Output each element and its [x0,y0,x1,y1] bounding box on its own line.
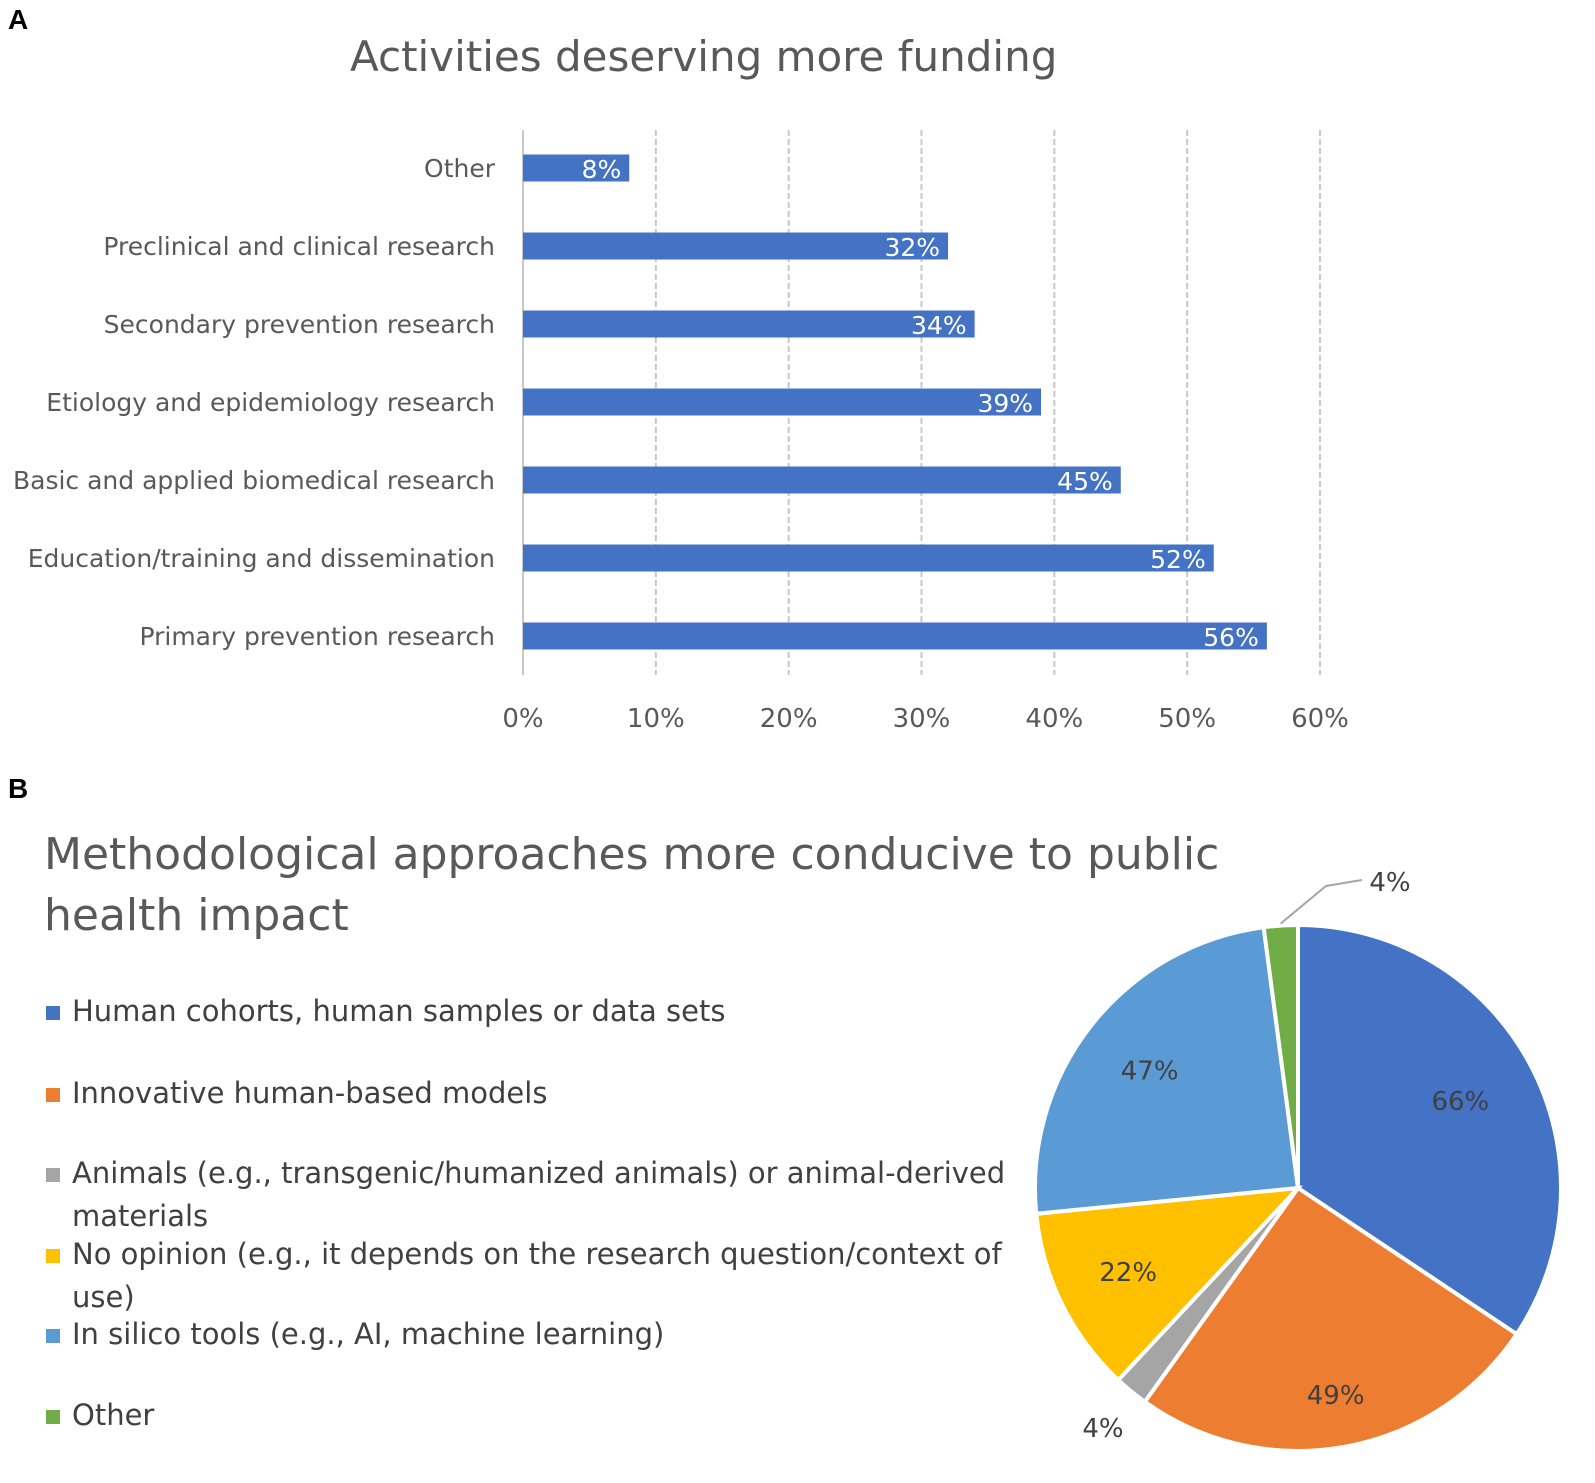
x-tick-label: 40% [1025,704,1083,734]
x-tick-label: 30% [893,704,951,734]
panel-label-b: B [8,773,29,804]
category-label: Education/training and dissemination [28,544,495,573]
x-tick-label: 60% [1291,704,1349,734]
legend-label: Animals (e.g., transgenic/humanized anim… [72,1156,1006,1233]
bar-value-label: 56% [1203,623,1259,652]
legend-swatch [46,1329,60,1343]
x-tick-label: 0% [502,704,543,734]
bar-chart: 0% 10% 20% 30% 40% 50% 60% Other 8% Preclinical a… [13,130,1349,734]
pie-value-label: 49% [1307,1381,1365,1411]
legend-label: No opinion (e.g., it depends on the rese… [72,1237,1002,1314]
legend-label: In silico tools (e.g., AI, machine learn… [72,1317,665,1351]
pie-slice [1115,1186,1300,1405]
pie-value-label: 66% [1431,1087,1489,1117]
legend-swatch [46,1249,60,1263]
legend-item: Animals (e.g., transgenic/humanized anim… [46,1152,1026,1238]
legend-item: No opinion (e.g., it depends on the rese… [46,1233,1026,1319]
bar [523,310,975,338]
bar-value-label: 32% [884,233,940,262]
bar-chart-title: Activities deserving more funding [350,32,1058,81]
bar-value-label: 34% [911,311,967,340]
legend-label: Human cohorts, human samples or data set… [72,994,726,1028]
category-label: Etiology and epidemiology research [46,388,495,417]
bar [523,544,1214,572]
category-label: Basic and applied biomedical research [13,466,495,495]
legend-item: Innovative human-based models [46,1072,1026,1115]
legend-item: In silico tools (e.g., AI, machine learn… [46,1313,1026,1356]
bar-value-label: 45% [1057,467,1113,496]
legend-label: Innovative human-based models [72,1076,548,1110]
bar-value-label: 39% [977,389,1033,418]
pie-slice [1034,1185,1304,1383]
pie-slice [1261,922,1300,1189]
legend-swatch [46,1006,60,1020]
category-label: Other [424,154,496,183]
x-tick-label: 50% [1158,704,1216,734]
category-label: Preclinical and clinical research [103,232,495,261]
legend-item: Other [46,1394,1026,1437]
bar-value-label: 52% [1150,545,1206,574]
pie-slice [1142,1185,1520,1453]
pie-value-label: 4% [1082,1414,1123,1444]
bar [523,466,1121,494]
category-label: Primary prevention research [139,622,495,651]
pie-value-label: 47% [1121,1056,1179,1086]
pie-slice [1033,925,1301,1216]
x-tick-label: 20% [760,704,818,734]
pie-value-label: 22% [1099,1258,1157,1288]
pie-chart-title: Methodological approaches more conducive… [44,829,1220,941]
legend-swatch [46,1088,60,1102]
bar [523,154,630,182]
bar-value-label: 8% [582,155,622,184]
legend-swatch [46,1168,60,1182]
pie-slice [1296,922,1563,1337]
category-label: Secondary prevention research [104,310,495,339]
bar [523,232,949,260]
x-tick-label: 10% [627,704,685,734]
bar [523,388,1042,416]
panel-label-a: A [8,4,29,35]
bar [523,622,1267,650]
legend-label: Other [72,1398,155,1432]
legend-swatch [46,1410,60,1424]
pie-value-label: 4% [1369,868,1410,898]
legend-item: Human cohorts, human samples or data set… [46,990,1026,1033]
